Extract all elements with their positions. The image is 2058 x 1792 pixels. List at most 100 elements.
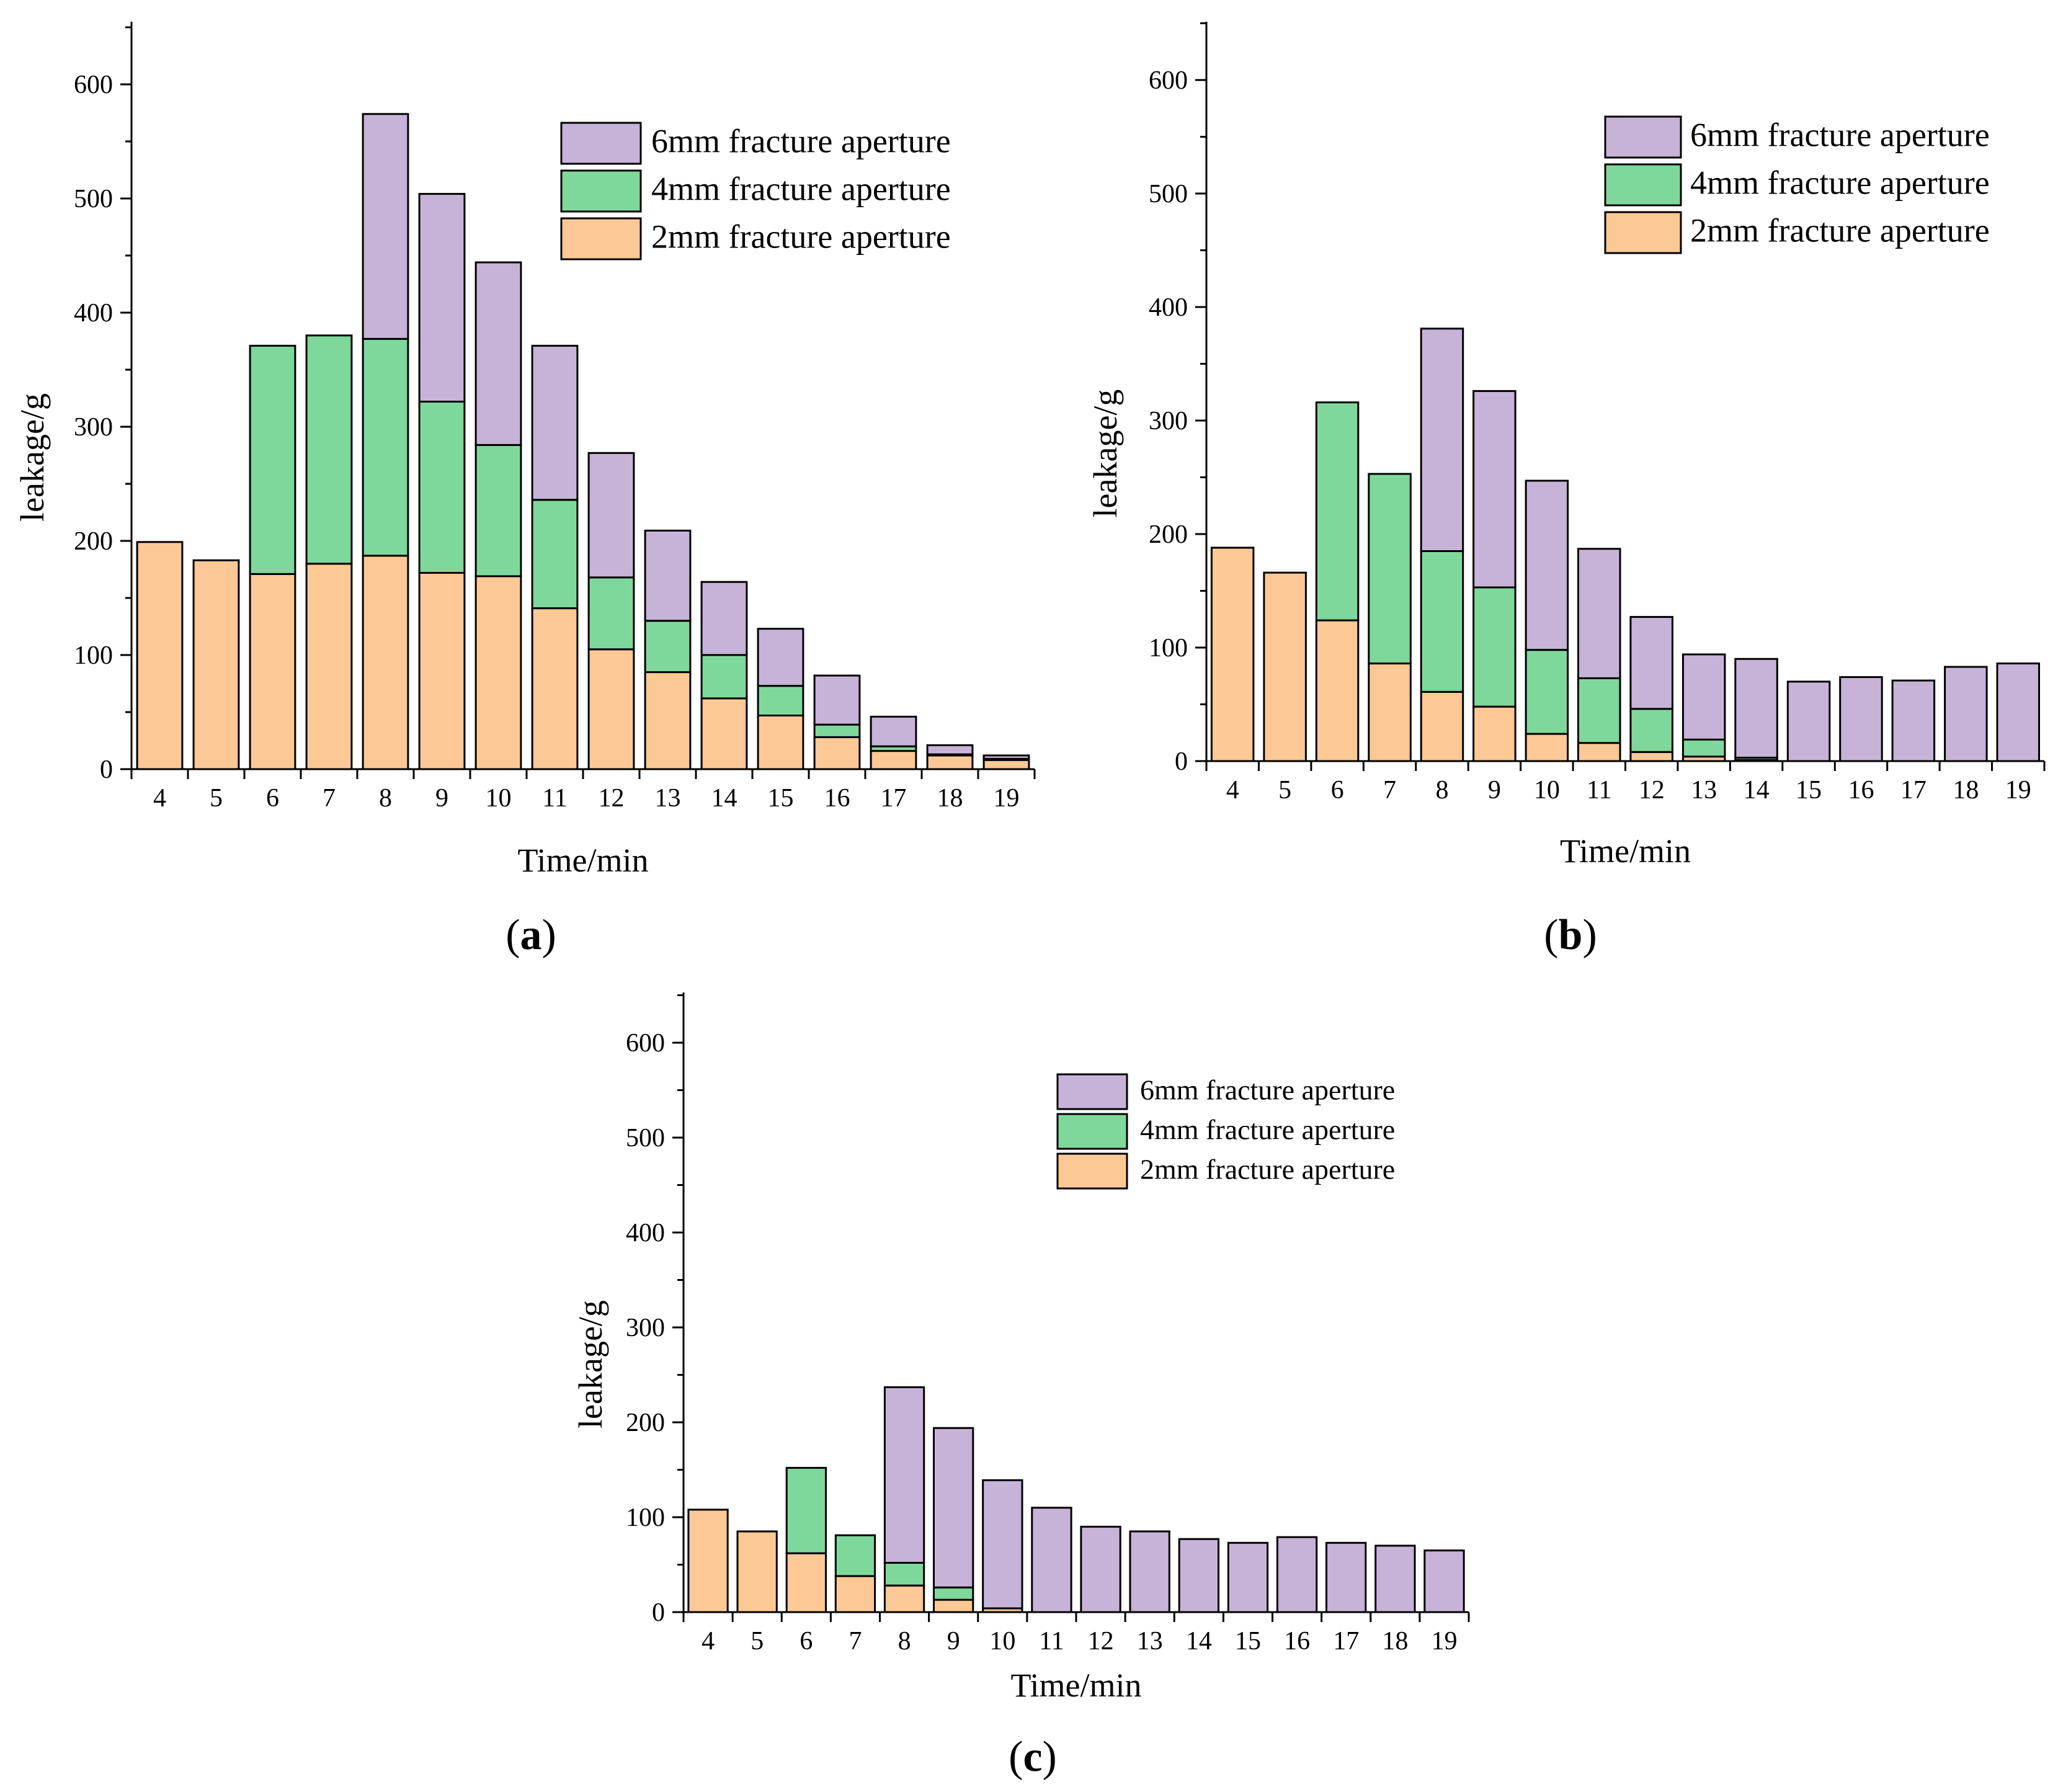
bar-6mm-t18 [1944, 666, 1988, 762]
bar-2mm-t14 [700, 697, 748, 770]
x-tick-label-c: 16 [1284, 1627, 1310, 1656]
bar-4mm-t15 [757, 685, 804, 716]
x-tick-label-a: 14 [711, 784, 737, 813]
bar-6mm-t15 [1227, 1541, 1269, 1613]
y-tick-label-b: 0 [1175, 747, 1188, 776]
bar-6mm-t10 [474, 261, 522, 446]
bar-6mm-t16 [813, 674, 861, 726]
legend-swatch-2mm [1604, 211, 1682, 254]
bar-6mm-t12 [587, 452, 635, 579]
x-tick-label-c: 10 [989, 1627, 1015, 1656]
x-tick-label-a: 5 [210, 784, 223, 813]
bar-4mm-t7 [305, 334, 353, 565]
x-tick-label-b: 5 [1278, 776, 1291, 805]
x-tick-label-b: 11 [1587, 776, 1611, 805]
x-tick-label-c: 13 [1137, 1627, 1163, 1656]
y-tick-label-a: 600 [74, 71, 113, 99]
bar-4mm-t8 [362, 337, 409, 557]
x-tick-label-a: 13 [655, 784, 681, 813]
x-tick-label-b: 10 [1534, 776, 1560, 805]
bar-6mm-t9 [1472, 390, 1517, 589]
bar-2mm-t7 [1368, 662, 1412, 762]
y-tick-label-a: 300 [74, 413, 113, 442]
bar-2mm-t9 [933, 1598, 974, 1613]
bar-6mm-t10 [1525, 479, 1569, 651]
bar-2mm-t12 [1629, 751, 1673, 762]
bar-2mm-t5 [192, 559, 240, 770]
y-tick-label-a: 0 [100, 756, 113, 784]
x-tick-label-c: 19 [1431, 1627, 1457, 1656]
bar-6mm-t8 [883, 1386, 925, 1564]
y-tick-label-c: 600 [626, 1029, 665, 1058]
legend-swatch-4mm [1056, 1113, 1128, 1150]
x-tick-label-b: 6 [1331, 776, 1344, 805]
y-tick-label-b: 600 [1149, 66, 1188, 95]
bar-2mm-t18 [926, 754, 974, 770]
y-tick-label-c: 400 [626, 1219, 665, 1247]
y-tick-label-b: 100 [1149, 634, 1188, 662]
bar-4mm-t8 [883, 1561, 925, 1587]
bar-6mm-t15 [1786, 680, 1831, 762]
y-tick-label-c: 500 [626, 1124, 665, 1152]
bar-2mm-t6 [1315, 619, 1360, 762]
bar-6mm-t19 [1996, 662, 2040, 762]
x-tick-label-a: 15 [768, 784, 794, 813]
x-tick-label-a: 10 [486, 784, 512, 813]
bar-2mm-t12 [587, 648, 635, 770]
bar-4mm-t14 [700, 654, 748, 700]
bar-4mm-t9 [933, 1586, 974, 1601]
panel-label-b: (b) [1544, 911, 1597, 959]
bar-2mm-t15 [757, 715, 804, 770]
bar-2mm-t7 [305, 563, 353, 770]
y-tick-label-b: 400 [1149, 293, 1188, 322]
bar-6mm-t16 [1839, 676, 1883, 762]
legend-label-4mm: 4mm fracture aperture [1690, 164, 1990, 202]
bar-2mm-t8 [883, 1584, 925, 1613]
bar-4mm-t6 [249, 344, 296, 575]
bar-4mm-t8 [1420, 550, 1464, 693]
bars-b [1210, 328, 2040, 762]
bar-2mm-t6 [785, 1552, 827, 1613]
bar-6mm-t11 [531, 344, 579, 501]
bar-6mm-t14 [1178, 1538, 1219, 1613]
bar-4mm-t9 [418, 401, 466, 574]
bar-2mm-t9 [1472, 705, 1517, 762]
legend-label-6mm: 6mm fracture aperture [651, 123, 951, 160]
bar-2mm-t19 [982, 759, 1030, 770]
legend-label-4mm: 4mm fracture aperture [1140, 1113, 1395, 1145]
x-tick-label-c: 9 [947, 1627, 960, 1656]
legend-b: 6mm fracture aperture 4mm fracture apertu… [1604, 115, 1990, 254]
y-tick-label-a: 500 [74, 185, 113, 213]
x-tick-label-b: 4 [1226, 776, 1239, 805]
y-tick-label-b: 200 [1149, 520, 1188, 549]
x-tick-label-a: 17 [881, 784, 907, 813]
chart-panel-c: 0 100 200 300 400 500 600 4 5 6 7 8 9 10 11 12 13 14 15 16 1… [572, 992, 1470, 1704]
y-axis-title-c: leakage/g [572, 1300, 609, 1429]
x-tick-label-c: 5 [751, 1627, 764, 1656]
bar-6mm-t14 [1734, 658, 1778, 759]
legend-swatch-6mm [560, 122, 642, 165]
bar-2mm-t11 [1577, 742, 1621, 762]
bar-2mm-t4 [1210, 546, 1255, 762]
legend-swatch-6mm [1604, 115, 1682, 159]
x-tick-label-a: 9 [435, 784, 448, 813]
bar-4mm-t16 [813, 723, 861, 738]
legend-swatch-2mm [560, 217, 642, 261]
x-axis-title-b: Time/min [1560, 832, 1691, 870]
x-tick-label-b: 16 [1848, 776, 1874, 805]
bar-6mm-t18 [1374, 1545, 1416, 1613]
legend-c: 6mm fracture aperture 4mm fracture apertu… [1056, 1073, 1395, 1190]
bar-6mm-t8 [1420, 328, 1464, 552]
y-tick-label-c: 300 [626, 1314, 665, 1342]
bar-6mm-t9 [418, 193, 466, 403]
bar-2mm-t4 [136, 541, 184, 770]
legend-label-2mm: 2mm fracture aperture [1690, 212, 1990, 249]
x-tick-label-c: 6 [800, 1627, 813, 1656]
bar-6mm-t8 [362, 113, 409, 340]
bar-6mm-t14 [700, 581, 748, 656]
x-tick-label-a: 19 [994, 784, 1020, 813]
bar-4mm-t11 [531, 499, 579, 610]
bar-6mm-t9 [933, 1427, 974, 1589]
x-tick-label-a: 16 [824, 784, 850, 813]
